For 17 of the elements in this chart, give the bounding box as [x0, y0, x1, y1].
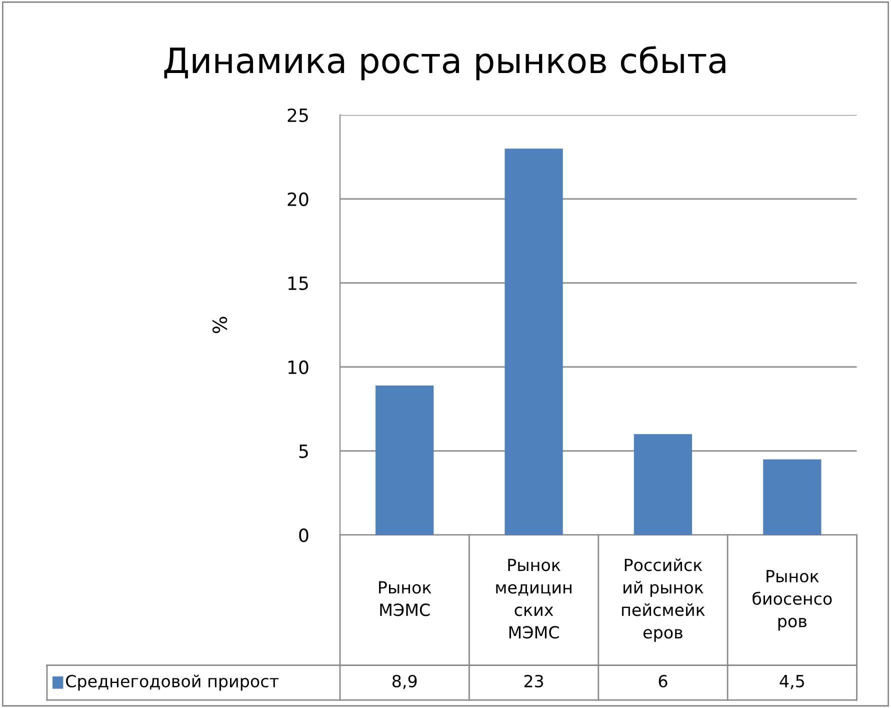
data-label: 4,5 [780, 675, 804, 690]
y-tick-label: 20 [288, 192, 308, 206]
x-tick-label: Рынок биосенсо ров [752, 570, 832, 631]
y-tick-label: 0 [299, 528, 308, 542]
data-label: 6 [658, 674, 668, 688]
y-tick-label: 10 [288, 360, 308, 374]
y-tick-label: 25 [288, 108, 308, 122]
y-tick-label: 15 [288, 276, 308, 290]
x-tick-label: Рынок медицин ских МЭМС [496, 558, 572, 639]
data-label: 23 [524, 674, 544, 688]
legend-label: Среднегодовой прирост [66, 674, 279, 691]
y-axis-title: % [212, 316, 228, 334]
chart-title: Динамика роста рынков сбыта [164, 46, 726, 80]
y-tick-label: 5 [299, 444, 308, 458]
x-tick-label: Рынок МЭМС [379, 581, 432, 616]
data-label: 8,9 [392, 674, 417, 690]
x-tick-label: Российск ий рынок пейсмейк еров [622, 558, 705, 642]
